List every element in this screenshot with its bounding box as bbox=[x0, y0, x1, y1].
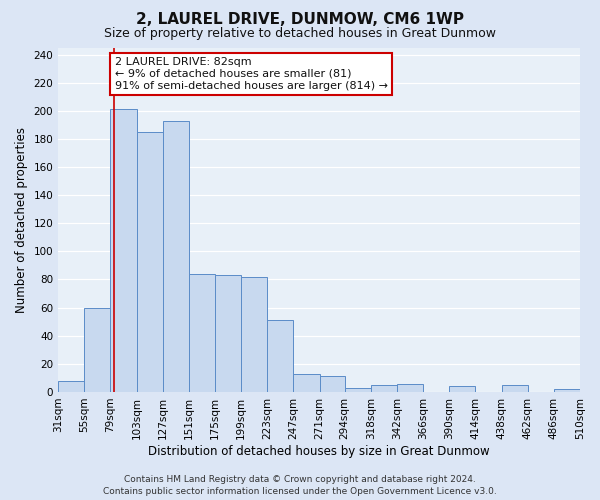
Bar bbox=[110, 110, 137, 392]
Text: Contains HM Land Registry data © Crown copyright and database right 2024.
Contai: Contains HM Land Registry data © Crown c… bbox=[103, 474, 497, 496]
Bar bbox=[397, 384, 423, 392]
Bar bbox=[502, 385, 528, 392]
Y-axis label: Number of detached properties: Number of detached properties bbox=[15, 126, 28, 312]
Text: Size of property relative to detached houses in Great Dunmow: Size of property relative to detached ho… bbox=[104, 28, 496, 40]
Bar bbox=[58, 380, 85, 392]
Text: 2 LAUREL DRIVE: 82sqm
← 9% of detached houses are smaller (81)
91% of semi-detac: 2 LAUREL DRIVE: 82sqm ← 9% of detached h… bbox=[115, 58, 388, 90]
Bar bbox=[163, 120, 189, 392]
Bar bbox=[293, 374, 320, 392]
Text: 2, LAUREL DRIVE, DUNMOW, CM6 1WP: 2, LAUREL DRIVE, DUNMOW, CM6 1WP bbox=[136, 12, 464, 28]
Bar bbox=[320, 376, 344, 392]
Bar bbox=[85, 308, 110, 392]
Bar bbox=[137, 132, 163, 392]
Bar bbox=[215, 276, 241, 392]
Bar bbox=[449, 386, 475, 392]
Bar bbox=[554, 389, 580, 392]
Bar bbox=[371, 385, 397, 392]
Bar bbox=[189, 274, 215, 392]
Bar bbox=[241, 276, 268, 392]
Bar bbox=[344, 388, 371, 392]
Bar bbox=[268, 320, 293, 392]
X-axis label: Distribution of detached houses by size in Great Dunmow: Distribution of detached houses by size … bbox=[148, 444, 490, 458]
